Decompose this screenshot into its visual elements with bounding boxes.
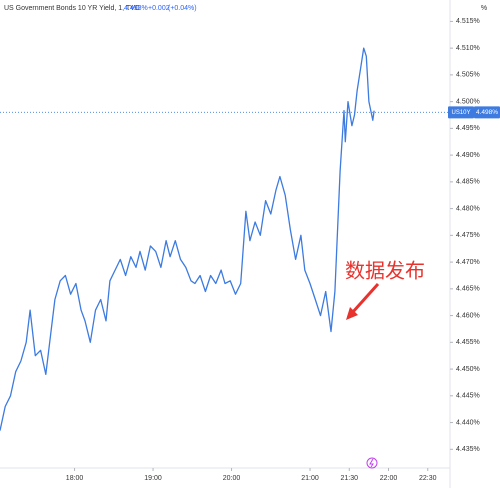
x-tick-label: 22:30 (419, 475, 437, 482)
symbol-tag-label: US10Y (451, 110, 470, 116)
x-tick-label: 22:00 (380, 475, 398, 482)
x-tick-label: 18:00 (66, 475, 84, 482)
price-line (0, 47, 375, 431)
y-tick-label: 4.500% (456, 98, 480, 105)
x-tick-label: 21:30 (341, 475, 359, 482)
y-tick-label: 4.465% (456, 286, 480, 293)
y-tick-label: 4.470% (456, 259, 480, 266)
annotation: 数据发布 (345, 259, 425, 282)
x-tick-label: 20:00 (223, 475, 241, 482)
price-tag-label: 4.498% (476, 109, 498, 116)
symbol-tag (448, 106, 474, 119)
price-tag (474, 106, 500, 119)
header-change-pct: (+0.04%) (168, 5, 197, 12)
x-tick-label: 19:00 (144, 475, 162, 482)
y-tick-label: 4.435% (456, 446, 480, 453)
y-tick-label: 4.450% (456, 366, 480, 373)
y-tick-label: 4.485% (456, 179, 480, 186)
y-tick-label: 4.460% (456, 312, 480, 319)
event-icon-bolt (369, 458, 374, 468)
y-tick-label: 4.480% (456, 205, 480, 212)
annotation-arrow (350, 282, 380, 315)
y-tick-label: 4.490% (456, 152, 480, 159)
y-tick-label: 4.510% (456, 45, 480, 52)
y-tick-label: 4.455% (456, 339, 480, 346)
header-change: +0.002 (148, 5, 170, 12)
y-unit: % (481, 5, 487, 12)
y-tick-label: 4.495% (456, 125, 480, 132)
y-tick-label: 4.475% (456, 232, 480, 239)
event-icon (366, 457, 378, 469)
y-tick-label: 4.515% (456, 18, 480, 25)
header-last-value: 4.498% (124, 5, 148, 12)
y-tick-label: 4.445% (456, 393, 480, 400)
annotation-arrowhead (346, 307, 358, 320)
chart-title: US Government Bonds 10 YR Yield, 1, TVC (4, 5, 140, 12)
y-tick-label: 4.505% (456, 72, 480, 79)
y-tick-label: 4.440% (456, 419, 480, 426)
x-tick-label: 21:00 (301, 475, 319, 482)
